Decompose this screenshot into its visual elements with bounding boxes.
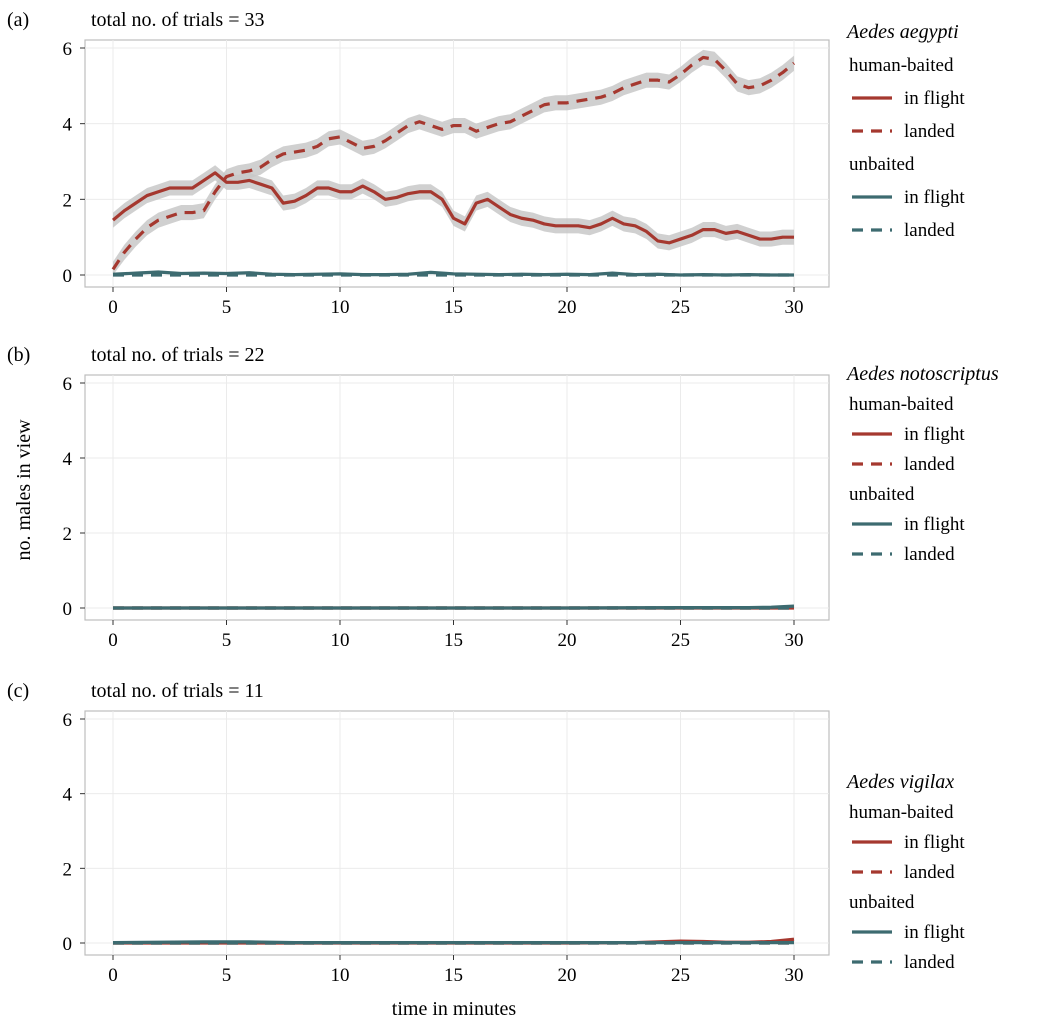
- legend-entry: in flight: [904, 88, 965, 109]
- legend-entry: landed: [904, 544, 955, 565]
- x-tick-label: 30: [785, 297, 804, 318]
- x-tick-label: 10: [331, 630, 350, 651]
- plot-area: [84, 710, 830, 956]
- x-tick-label: 15: [444, 297, 463, 318]
- legend-entry: landed: [904, 454, 955, 475]
- panel-b: 0 5 10 15 20 25 30 0 2 4 6 (b) total no. of trials =…: [7, 344, 999, 651]
- legend-entry: landed: [904, 220, 955, 241]
- plot-area: [84, 39, 830, 288]
- y-tick-label: 4: [63, 449, 73, 470]
- x-tick-label: 5: [222, 297, 232, 318]
- x-tick-label: 10: [331, 297, 350, 318]
- legend-group-heading: unbaited: [849, 154, 915, 175]
- legend-entry: in flight: [904, 832, 965, 853]
- legend-species: Aedes vigilax: [845, 771, 954, 793]
- y-tick-label: 6: [63, 374, 73, 395]
- y-tick-label: 0: [63, 599, 73, 620]
- y-tick-label: 6: [63, 39, 73, 60]
- x-tick-label: 25: [671, 297, 690, 318]
- legend-entry: landed: [904, 862, 955, 883]
- panel-title: total no. of trials = 33: [91, 9, 264, 31]
- y-tick-label: 0: [63, 934, 73, 955]
- y-tick-label: 2: [63, 524, 73, 545]
- legend-group-heading: human-baited: [849, 394, 954, 415]
- x-tick-label: 0: [108, 630, 118, 651]
- x-tick-label: 30: [785, 965, 804, 986]
- x-tick-label: 5: [222, 630, 232, 651]
- plot-area: [84, 374, 830, 621]
- panel-title: total no. of trials = 22: [91, 344, 264, 366]
- x-tick-label: 5: [222, 965, 232, 986]
- panel-a: 0 5 10 15 20 25 30 0 2 4 6 (a) total no. of trials =…: [7, 9, 965, 318]
- panel-label: (c): [7, 680, 29, 702]
- legend-species: Aedes notoscriptus: [845, 363, 999, 385]
- x-tick-label: 0: [108, 297, 118, 318]
- panel-title: total no. of trials = 11: [91, 680, 264, 702]
- legend: Aedes aegypti human-baited in flight landed…: [845, 21, 965, 241]
- y-tick-label: 6: [63, 710, 73, 731]
- legend-group-heading: human-baited: [849, 802, 954, 823]
- legend-group-heading: unbaited: [849, 892, 915, 913]
- legend-entry: landed: [904, 952, 955, 973]
- y-tick-label: 2: [63, 190, 73, 211]
- x-tick-label: 30: [785, 630, 804, 651]
- y-tick-label: 4: [63, 785, 73, 806]
- legend-entry: landed: [904, 121, 955, 142]
- legend: Aedes notoscriptus human-baited in flight l…: [845, 363, 999, 565]
- x-tick-label: 0: [108, 965, 118, 986]
- series-line-unbaited-in-flight: [112, 940, 794, 945]
- series-line-unbaited-in-flight: [112, 270, 794, 277]
- x-tick-label: 20: [558, 965, 577, 986]
- y-tick-label: 0: [63, 266, 73, 287]
- x-tick-label: 15: [444, 965, 463, 986]
- panel-c: 0 5 10 15 20 25 30 0 2 4 6 (c) total no. of trials =…: [7, 680, 965, 986]
- y-tick-label: 4: [63, 115, 73, 136]
- y-tick-label: 2: [63, 859, 73, 880]
- confidence-band: [113, 49, 794, 276]
- legend: Aedes vigilax human-baited in flight landed…: [845, 771, 965, 973]
- x-tick-label: 20: [558, 297, 577, 318]
- series-line-human-baited-landed: [111, 55, 796, 271]
- legend-entry: in flight: [904, 424, 965, 445]
- series-line-human-baited-in-flight: [111, 171, 794, 245]
- y-axis-label: no. males in view: [13, 419, 35, 561]
- x-tick-label: 10: [331, 965, 350, 986]
- x-tick-label: 15: [444, 630, 463, 651]
- legend-group-heading: human-baited: [849, 55, 954, 76]
- confidence-band: [113, 165, 794, 251]
- x-tick-label: 25: [671, 630, 690, 651]
- legend-species: Aedes aegypti: [845, 21, 959, 43]
- legend-entry: in flight: [904, 187, 965, 208]
- panel-label: (b): [7, 344, 30, 366]
- panel-label: (a): [7, 9, 29, 31]
- x-tick-label: 20: [558, 630, 577, 651]
- x-axis-label: time in minutes: [392, 998, 517, 1020]
- legend-entry: in flight: [904, 514, 965, 535]
- legend-entry: in flight: [904, 922, 965, 943]
- x-tick-label: 25: [671, 965, 690, 986]
- legend-group-heading: unbaited: [849, 484, 915, 505]
